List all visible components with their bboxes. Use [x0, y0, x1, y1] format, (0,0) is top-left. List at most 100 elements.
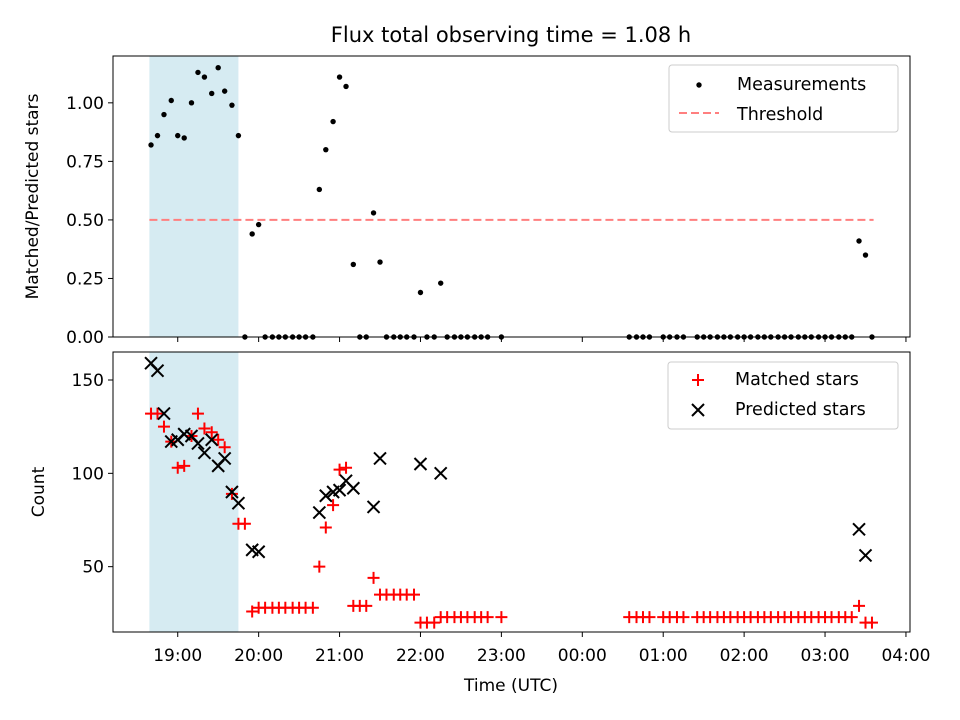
- matched-star-point: [865, 616, 878, 629]
- matched-star-point: [845, 611, 858, 624]
- matched-star-point: [367, 571, 380, 584]
- predicted-star-point: [157, 406, 171, 421]
- measurement-point: [417, 289, 424, 296]
- measurement-point: [438, 280, 444, 286]
- measurement-point: [316, 186, 323, 193]
- matched-star-point: [643, 611, 656, 624]
- matched-star-point: [238, 517, 251, 530]
- measurement-point: [181, 135, 187, 141]
- measurement-point: [154, 132, 161, 139]
- matched-star-point: [313, 560, 326, 573]
- x-tick-label: 23:00: [477, 646, 526, 666]
- matched-star-point: [360, 599, 373, 612]
- predicted-star-point: [217, 451, 232, 466]
- y-tick-label: 0.25: [66, 269, 104, 289]
- measurement-point: [255, 221, 262, 228]
- matched-star-point: [178, 459, 191, 472]
- predicted-star-point: [205, 433, 219, 447]
- measurement-point: [195, 69, 201, 76]
- observing-interval-shade-bottom: [149, 352, 239, 632]
- legend-matched-label: Matched stars: [735, 370, 859, 390]
- matched-star-point: [191, 407, 204, 420]
- count-y-label: Count: [29, 466, 49, 517]
- x-tick-label: 02:00: [720, 646, 769, 666]
- predicted-star-point: [366, 500, 381, 514]
- x-tick-label: 03:00: [801, 646, 850, 666]
- predicted-star-point: [225, 485, 239, 499]
- x-tick-label: 20:00: [234, 646, 283, 666]
- measurement-point: [229, 102, 235, 108]
- matched-star-point: [853, 599, 866, 612]
- matched-star-point: [246, 605, 259, 618]
- ratio-axes-frame: [112, 55, 911, 338]
- measurement-point: [862, 252, 869, 258]
- predicted-star-point: [413, 457, 428, 471]
- predicted-star-point: [319, 489, 333, 503]
- chart-title: Flux total observing time = 1.08 h: [331, 23, 691, 47]
- matched-star-point: [171, 461, 184, 474]
- predicted-star-point: [312, 505, 327, 520]
- y-tick-label: 50: [82, 558, 104, 578]
- predicted-star-point: [332, 483, 347, 497]
- matched-star-point: [319, 521, 332, 534]
- count-axes-frame: [112, 351, 911, 633]
- predicted-star-point: [346, 481, 361, 495]
- matched-star-point: [333, 463, 346, 476]
- measurement-point: [336, 74, 343, 80]
- x-tick-label: 19:00: [153, 646, 202, 666]
- measurement-point: [856, 238, 862, 244]
- x-axis-label: Time (UTC): [463, 676, 558, 696]
- measurement-point: [188, 100, 195, 106]
- measurement-point: [201, 74, 208, 80]
- matched-star-point: [205, 426, 218, 439]
- predicted-star-points: [144, 356, 873, 563]
- matched-star-point: [340, 461, 353, 474]
- count-panel: 50 100 150 19:00 20:00 21:00 22:00 23:00 00:00 0…: [29, 351, 930, 696]
- predicted-star-point: [150, 363, 165, 378]
- predicted-star-point: [197, 446, 212, 460]
- measurement-point: [161, 111, 167, 118]
- ratio-y-ticks: 0.00 0.25 0.50 0.75 1.00: [66, 94, 113, 348]
- y-tick-label: 1.00: [66, 94, 104, 114]
- count-y-ticks: 50 100 150: [72, 371, 113, 578]
- x-tick-label: 21:00: [315, 646, 364, 666]
- x-tick-label: 01:00: [639, 646, 688, 666]
- measurement-point: [343, 83, 349, 90]
- legend-threshold-label: Threshold: [736, 105, 823, 125]
- legend-measurements-marker: [696, 82, 702, 88]
- count-legend-box: [667, 361, 899, 430]
- measurement-point: [377, 259, 383, 265]
- measurement-point: [323, 146, 329, 153]
- measurement-point: [330, 118, 336, 125]
- predicted-star-point: [433, 466, 448, 481]
- y-tick-label: 0.75: [66, 152, 104, 172]
- y-tick-label: 150: [72, 371, 104, 391]
- matched-star-point: [407, 588, 420, 601]
- matched-star-point: [481, 611, 494, 624]
- matched-star-point: [327, 499, 340, 512]
- measurement-points: [148, 65, 875, 340]
- measurement-point: [215, 65, 221, 71]
- matched-star-point: [677, 611, 690, 624]
- matched-star-points: [145, 407, 878, 629]
- observing-interval-shade-top: [149, 56, 239, 337]
- predicted-star-point: [852, 522, 866, 537]
- measurement-point: [168, 97, 174, 104]
- legend-predicted-cross: [691, 403, 705, 417]
- ratio-legend: Measurements Threshold: [668, 64, 899, 133]
- predicted-star-point: [251, 545, 266, 559]
- ratio-legend-box: [668, 64, 899, 133]
- measurement-point: [249, 231, 255, 237]
- matched-star-point: [212, 433, 225, 446]
- predicted-star-point: [191, 436, 205, 451]
- legend-predicted-label: Predicted stars: [735, 400, 866, 420]
- measurement-point: [235, 132, 242, 139]
- predicted-star-point: [858, 548, 873, 563]
- count-x-ticks: 19:00 20:00 21:00 22:00 23:00 00:00 01:00 02:00…: [153, 632, 930, 666]
- legend-matched-marker: [692, 374, 704, 386]
- y-tick-label: 0.50: [66, 211, 104, 231]
- ratio-y-label: Matched/Predicted stars: [23, 93, 43, 299]
- matched-star-point: [428, 616, 441, 629]
- y-tick-label: 100: [72, 464, 104, 484]
